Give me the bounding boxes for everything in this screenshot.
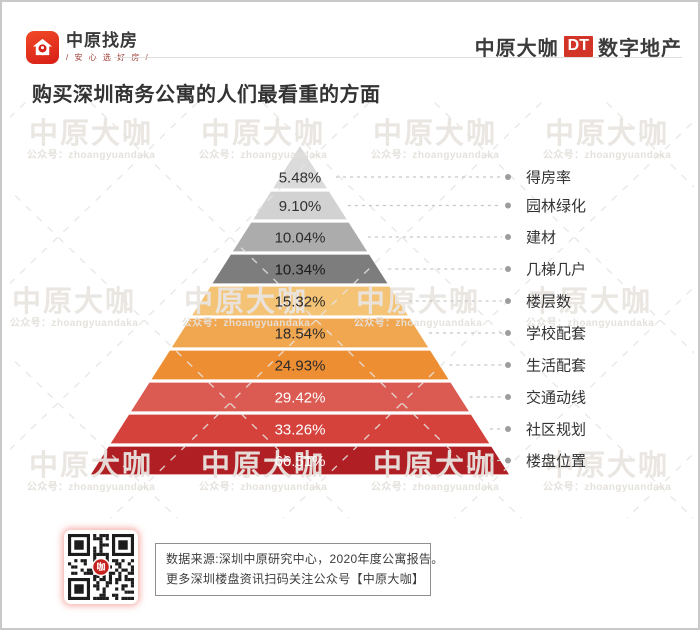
- house-pin-icon: [26, 31, 59, 64]
- category-label: 楼盘位置: [526, 452, 586, 470]
- svg-text:公众号：zhoangyuandaka: 公众号：zhoangyuandaka: [371, 148, 499, 161]
- leader-dot: [505, 330, 511, 336]
- svg-text:中原大咖: 中原大咖: [29, 449, 153, 482]
- leader-dot: [505, 202, 511, 209]
- leader-dot: [505, 298, 511, 304]
- svg-text:中原大咖: 中原大咖: [545, 449, 669, 482]
- brand-part2: 数字地产: [598, 38, 682, 60]
- logo-name: 中原找房: [66, 31, 138, 50]
- category-label: 学校配套: [526, 325, 586, 342]
- brand-part1: 中原大咖: [474, 38, 559, 60]
- data-source-box: 数据来源:深圳中原研究中心，2020年度公寓报告。 更多深圳楼盘资讯扫码关注公众…: [155, 543, 444, 596]
- logo-tagline: / 安 心 选 好 房 /: [66, 53, 150, 62]
- svg-text:中原大咖: 中原大咖: [373, 449, 497, 482]
- category-label: 社区规划: [526, 421, 586, 438]
- leader-dot: [505, 394, 511, 400]
- svg-text:公众号：zhoangyuandaka: 公众号：zhoangyuandaka: [27, 148, 155, 161]
- category-label: 交通动线: [526, 388, 586, 406]
- pyramid-value: 10.34%: [275, 261, 326, 278]
- logo: 中原找房 / 安 心 选 好 房 /: [26, 31, 150, 64]
- category-label: 园林绿化: [526, 198, 586, 215]
- pyramid-value: 33.26%: [275, 421, 326, 438]
- svg-text:公众号：zhoangyuandaka: 公众号：zhoangyuandaka: [526, 316, 654, 329]
- header-divider: [114, 57, 682, 58]
- qr-center-logo: [91, 557, 111, 577]
- brand-dt-badge: DT: [563, 36, 593, 57]
- pyramid-value: 18.54%: [275, 325, 326, 342]
- leader-dot: [505, 426, 511, 432]
- svg-text:中原大咖: 中原大咖: [201, 449, 325, 482]
- svg-text:中原大咖: 中原大咖: [29, 117, 153, 150]
- svg-text:公众号：zhoangyuandaka: 公众号：zhoangyuandaka: [543, 480, 671, 493]
- leader-dot: [505, 457, 511, 464]
- svg-text:公众号：zhoangyuandaka: 公众号：zhoangyuandaka: [543, 148, 671, 161]
- svg-text:公众号：zhoangyuandaka: 公众号：zhoangyuandaka: [27, 480, 155, 493]
- page-title: 购买深圳商务公寓的人们最看重的方面: [32, 84, 381, 106]
- svg-text:公众号：zhoangyuandaka: 公众号：zhoangyuandaka: [371, 480, 499, 493]
- svg-text:中原大咖: 中原大咖: [201, 117, 325, 150]
- svg-text:中原大咖: 中原大咖: [12, 285, 136, 318]
- svg-text:中原大咖: 中原大咖: [528, 285, 652, 318]
- pyramid-value: 24.93%: [275, 357, 326, 374]
- svg-text:咖: 咖: [96, 561, 105, 572]
- category-label: 楼层数: [526, 293, 571, 310]
- pyramid-value: 5.48%: [279, 169, 322, 186]
- data-source-line2: 更多深圳楼盘资讯扫码关注公众号【中原大咖】: [166, 572, 425, 586]
- leader-dot: [505, 174, 511, 180]
- leader-dot: [505, 362, 511, 368]
- svg-text:中原大咖: 中原大咖: [373, 117, 497, 150]
- qr-code: 咖: [64, 530, 138, 604]
- svg-text:中原大咖: 中原大咖: [184, 285, 308, 318]
- header: 中原找房 / 安 心 选 好 房 / 中原大咖 DT 数字地产: [2, 2, 698, 64]
- svg-text:公众号：zhoangyuandaka: 公众号：zhoangyuandaka: [199, 480, 327, 493]
- watermarks: 中原大咖公众号：zhoangyuandaka中原大咖公众号：zhoangyuan…: [10, 117, 671, 493]
- svg-text:公众号：zhoangyuandaka: 公众号：zhoangyuandaka: [10, 316, 138, 329]
- pyramid-value: 9.10%: [279, 198, 322, 215]
- pyramid-value: 15.32%: [275, 293, 326, 310]
- svg-text:公众号：zhoangyuandaka: 公众号：zhoangyuandaka: [199, 148, 327, 161]
- category-label: 得房率: [526, 169, 571, 186]
- brand-mark: 中原大咖 DT 数字地产: [475, 32, 682, 61]
- leader-dot: [505, 234, 511, 240]
- leader-dot: [505, 266, 511, 272]
- pyramid-value: 29.42%: [275, 389, 326, 406]
- pyramid-value: 66.51%: [275, 453, 326, 470]
- cross-watermark-pattern: [10, 98, 694, 518]
- svg-text:公众号：zhoangyuandaka: 公众号：zhoangyuandaka: [182, 316, 310, 329]
- svg-text:公众号：zhoangyuandaka: 公众号：zhoangyuandaka: [354, 316, 482, 329]
- pyramid-value: 10.04%: [275, 229, 326, 246]
- data-source-line1: 数据来源:深圳中原研究中心，2020年度公寓报告。: [166, 552, 444, 566]
- category-label: 建材: [526, 229, 556, 246]
- category-label: 生活配套: [526, 357, 586, 374]
- category-label: 几梯几户: [526, 261, 586, 278]
- svg-text:中原大咖: 中原大咖: [545, 117, 669, 150]
